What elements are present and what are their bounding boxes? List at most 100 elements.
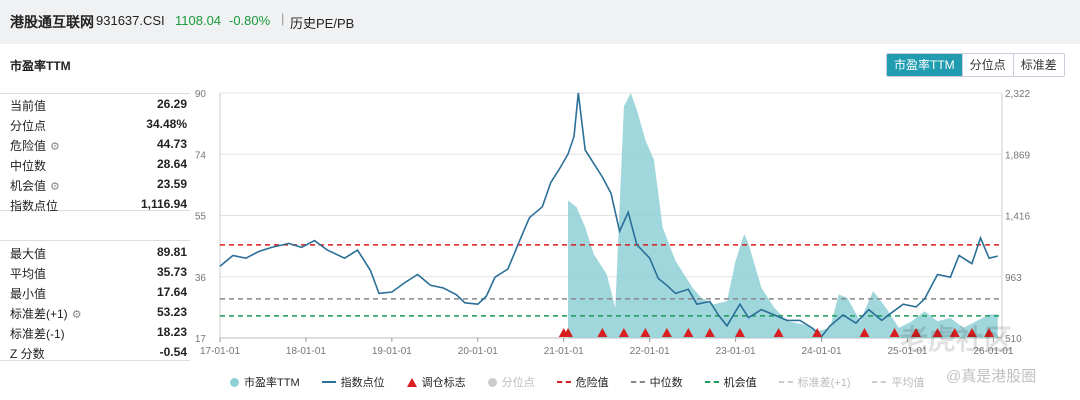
stat-value: 26.29 [156,97,187,111]
legend-label: 指数点位 [340,377,385,389]
stat-row-index-level: 指数点位 1,116.94 [0,194,190,214]
legend-line-icon [321,381,336,383]
stat-row-danger: 危险值 ⚙ 44.73 [0,134,190,154]
tab-std-dev[interactable]: 标准差 [1012,54,1064,76]
rebalance-marker [859,328,870,337]
history-stats-panel: 最大值 89.81 平均值 35.73 最小值 17.64 标准差(+1) ⚙ 5… [0,242,190,362]
stat-value: 18.23 [156,325,187,339]
legend-label: 中位数 [649,377,683,389]
stats-divider [0,240,190,241]
stat-label: 标准差(-1) [10,327,65,341]
legend-label: 调仓标志 [421,377,466,389]
x-tick-label: 22-01-01 [630,346,670,357]
metric-tabs: 市盈率TTM 分位点 标准差 [886,53,1065,77]
y-right-tick-label: 510 [1005,334,1022,345]
legend-item[interactable]: 指数点位 [321,373,385,391]
y-left-tick-label: 36 [195,273,207,284]
stat-label: 机会值 [10,179,47,193]
rebalance-marker [889,328,900,337]
y-left-tick-label: 90 [195,89,207,100]
pe-chart-svg[interactable]: 90 74 55 36 17 2,322 1,869 1,416 963 510 17-01-01 1… [190,84,1070,369]
legend-label: 机会值 [723,377,757,389]
stats-divider [0,93,190,94]
legend-label: 危险值 [575,377,609,389]
index-level-line [219,92,998,338]
legend-item[interactable]: 机会值 [704,373,757,391]
x-tick-label: 23-01-01 [716,346,756,357]
legend-label: 标准差(+1) [797,377,851,389]
rebalance-marker [966,328,977,337]
stat-value: 44.73 [156,137,187,151]
stat-label: 分位点 [10,119,47,133]
stat-value: 17.64 [156,285,187,299]
legend-dot-icon [230,377,239,387]
y-left-tick-label: 74 [195,150,207,161]
rebalance-marker [949,328,960,337]
chart-legend: 市盈率TTM 指数点位 调仓标志 分位点 危险值 中位数 机会值 标准差(+1) 平均值 [230,373,946,391]
tab-percentile[interactable]: 分位点 [961,54,1013,76]
stat-row-mean: 平均值 35.73 [0,262,190,282]
stat-label: 危险值 [10,139,47,153]
stat-row-std-plus: 标准差(+1) ⚙ 53.23 [0,302,190,322]
header-separator: | [281,11,285,26]
index-change-pct: -0.80% [229,13,271,28]
stat-value: 23.59 [156,177,187,191]
rebalance-marker [812,328,823,337]
stat-label: 当前值 [10,99,47,113]
x-tick-label: 18-01-01 [286,346,326,357]
stat-row-current: 当前值 26.29 [0,94,190,114]
rebalance-marker [734,328,745,337]
legend-label: 平均值 [891,377,925,389]
watermark-tiger-community: 老虎社区 [900,324,1013,355]
stat-label: 最大值 [10,247,47,261]
legend-label: 分位点 [501,377,535,389]
stat-row-min: 最小值 17.64 [0,282,190,302]
rebalance-marker [640,328,651,337]
x-tick-label: 17-01-01 [200,346,240,357]
header-bar: 港股通互联网 931637.CSI 1108.04 -0.80% | 历史PE/… [0,0,1080,44]
legend-item[interactable]: 危险值 [556,373,609,391]
legend-item[interactable]: 中位数 [630,373,683,391]
stat-label: 平均值 [10,267,47,281]
watermark-handle: @真是港股圈 [946,368,1037,385]
stat-value: 34.48% [146,117,187,131]
legend-dash-icon [778,381,793,383]
stat-value: 1,116.94 [140,197,187,211]
gear-icon[interactable]: ⚙ [50,181,60,193]
stat-label: Z 分数 [10,347,45,361]
stat-row-max: 最大值 89.81 [0,242,190,262]
legend-triangle-icon [406,377,417,387]
gear-icon[interactable]: ⚙ [50,141,60,153]
legend-item[interactable]: 标准差(+1) [778,373,851,391]
x-tick-label: 21-01-01 [544,346,584,357]
rebalance-marker [911,328,922,337]
rebalance-marker [683,328,694,337]
x-tick-label: 24-01-01 [802,346,842,357]
rebalance-marker [661,328,672,337]
y-right-tick-label: 1,416 [1005,212,1030,223]
section-title: 市盈率TTM [10,59,71,73]
tab-pe-ttm[interactable]: 市盈率TTM [887,54,962,76]
legend-item[interactable]: 调仓标志 [406,373,466,391]
rebalance-marker [563,328,574,337]
stat-value: 89.81 [156,245,187,259]
stat-row-std-minus: 标准差(-1) 18.23 [0,322,190,342]
legend-dash-icon [704,381,719,383]
stat-label: 指数点位 [10,199,59,213]
legend-dot-icon [487,377,497,387]
pe-chart[interactable]: 90 74 55 36 17 2,322 1,869 1,416 963 510 17-01-01 1… [190,84,1070,374]
y-right-tick-label: 2,322 [1005,89,1030,100]
index-price: 1108.04 [175,13,222,28]
gear-icon[interactable]: ⚙ [71,309,82,321]
stat-row-percentile: 分位点 34.48% [0,114,190,134]
legend-item[interactable]: 平均值 [872,373,924,391]
stat-row-opportunity: 机会值 ⚙ 23.59 [0,174,190,194]
legend-item[interactable]: 分位点 [487,373,535,391]
history-pe-pb-link[interactable]: 历史PE/PB [290,16,355,31]
stat-row-z-score: Z 分数 -0.54 [0,342,190,362]
stat-label: 标准差(+1) [10,307,68,321]
index-code: 931637.CSI [96,13,165,28]
stats-divider [0,360,190,361]
pe-ttm-area [568,93,998,338]
legend-item[interactable]: 市盈率TTM [230,373,300,391]
